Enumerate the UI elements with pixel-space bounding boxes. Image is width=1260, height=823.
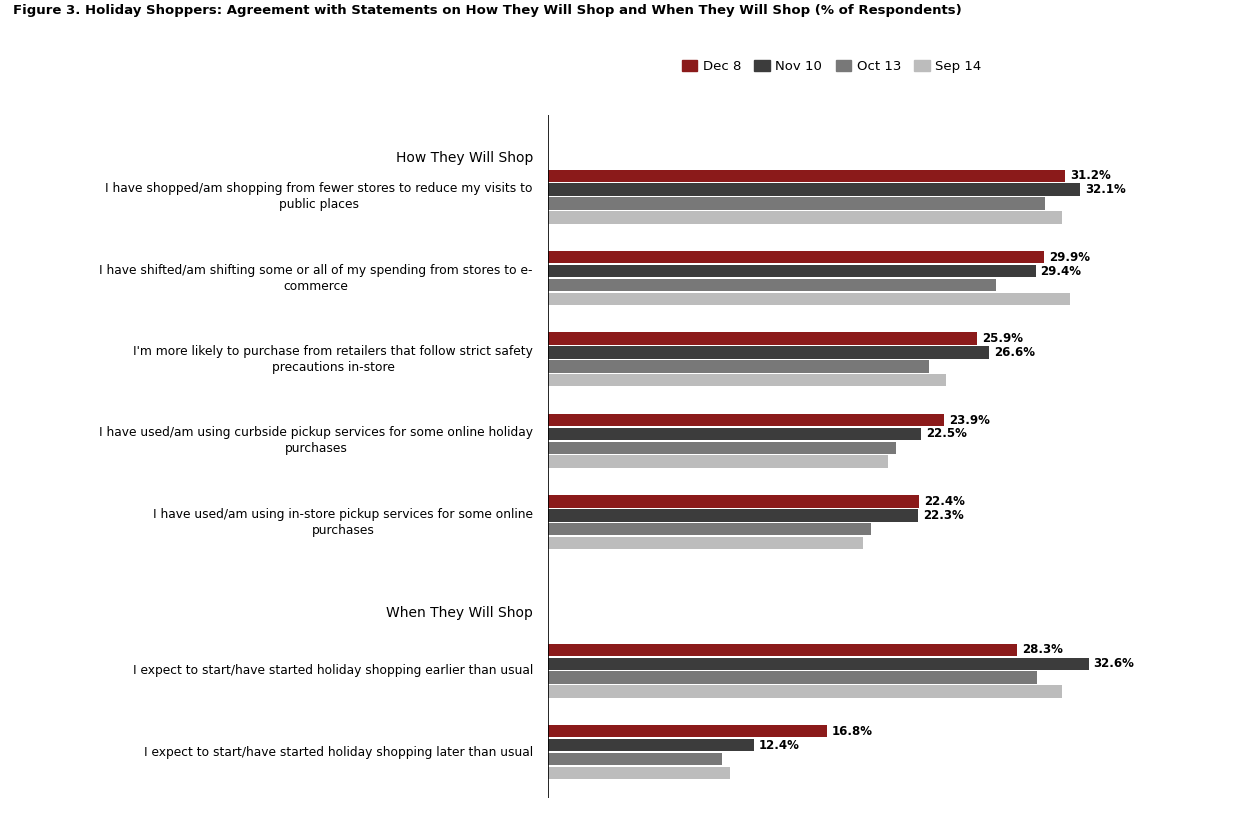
Bar	[548, 523, 872, 536]
Text: 22.5%: 22.5%	[926, 427, 966, 440]
Bar	[548, 428, 921, 440]
Bar	[548, 346, 989, 359]
Text: 25.9%: 25.9%	[983, 332, 1023, 345]
Bar	[548, 293, 1070, 305]
Bar	[548, 509, 917, 522]
Bar	[548, 753, 722, 765]
Bar	[548, 455, 888, 468]
Bar	[548, 672, 1037, 684]
Text: 28.3%: 28.3%	[1022, 644, 1063, 657]
Bar	[548, 374, 946, 387]
Text: I have used/am using curbside pickup services for some online holiday
purchases: I have used/am using curbside pickup ser…	[100, 426, 533, 455]
Text: 12.4%: 12.4%	[759, 739, 800, 751]
Bar	[548, 414, 944, 426]
Text: 16.8%: 16.8%	[832, 725, 873, 737]
Text: Figure 3. Holiday Shoppers: Agreement with Statements on How They Will Shop and : Figure 3. Holiday Shoppers: Agreement wi…	[13, 4, 961, 17]
Bar	[548, 170, 1066, 182]
Text: 31.2%: 31.2%	[1070, 170, 1111, 183]
Text: 26.6%: 26.6%	[994, 346, 1034, 359]
Bar	[548, 495, 920, 508]
Bar	[548, 686, 1062, 698]
Bar	[548, 658, 1089, 670]
Bar	[548, 537, 863, 549]
Bar	[548, 442, 896, 454]
Bar	[548, 198, 1046, 210]
Bar	[548, 212, 1062, 224]
Text: 22.3%: 22.3%	[922, 509, 964, 522]
Text: 22.4%: 22.4%	[925, 495, 965, 508]
Text: 29.4%: 29.4%	[1041, 264, 1081, 277]
Text: I have used/am using in-store pickup services for some online
purchases: I have used/am using in-store pickup ser…	[152, 508, 533, 537]
Text: How They Will Shop: How They Will Shop	[396, 151, 533, 165]
Bar	[548, 725, 827, 737]
Bar	[548, 767, 731, 779]
Text: I have shifted/am shifting some or all of my spending from stores to e-
commerce: I have shifted/am shifting some or all o…	[100, 263, 533, 292]
Bar	[548, 251, 1043, 263]
Bar	[548, 739, 753, 751]
Bar	[548, 644, 1017, 656]
Text: 32.1%: 32.1%	[1085, 184, 1126, 196]
Text: 29.9%: 29.9%	[1048, 251, 1090, 263]
Bar	[548, 332, 978, 345]
Bar	[548, 184, 1080, 196]
Bar	[548, 279, 995, 291]
Bar	[548, 265, 1036, 277]
Bar	[548, 360, 930, 373]
Text: 32.6%: 32.6%	[1094, 658, 1134, 670]
Text: I have shopped/am shopping from fewer stores to reduce my visits to
public place: I have shopped/am shopping from fewer st…	[106, 182, 533, 212]
Text: I'm more likely to purchase from retailers that follow strict safety
precautions: I'm more likely to purchase from retaile…	[134, 345, 533, 374]
Text: When They Will Shop: When They Will Shop	[386, 607, 533, 621]
Text: I expect to start/have started holiday shopping earlier than usual: I expect to start/have started holiday s…	[132, 664, 533, 677]
Text: 23.9%: 23.9%	[949, 413, 990, 426]
Text: I expect to start/have started holiday shopping later than usual: I expect to start/have started holiday s…	[144, 746, 533, 759]
Legend: Dec 8, Nov 10, Oct 13, Sep 14: Dec 8, Nov 10, Oct 13, Sep 14	[677, 54, 987, 78]
